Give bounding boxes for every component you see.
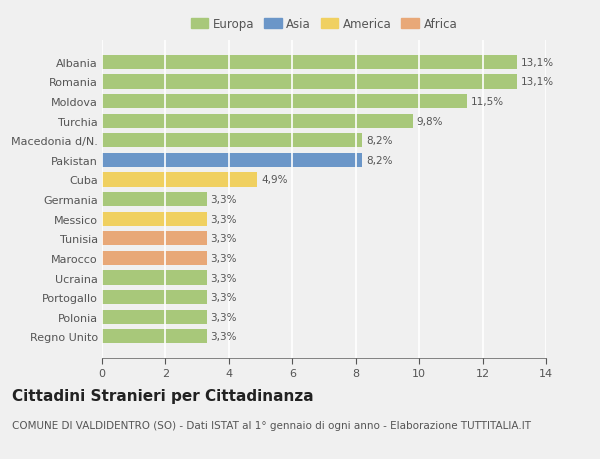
Text: 3,3%: 3,3% [211, 234, 237, 244]
Bar [102, 134, 362, 148]
Text: Cittadini Stranieri per Cittadinanza: Cittadini Stranieri per Cittadinanza [12, 388, 314, 403]
Bar [102, 271, 206, 285]
Bar [102, 114, 413, 129]
Text: 11,5%: 11,5% [470, 97, 503, 107]
Text: 13,1%: 13,1% [521, 58, 554, 68]
Text: 3,3%: 3,3% [211, 214, 237, 224]
Text: 3,3%: 3,3% [211, 331, 237, 341]
Bar [102, 153, 362, 168]
Bar [102, 212, 206, 226]
Text: 4,9%: 4,9% [261, 175, 288, 185]
Bar [102, 291, 206, 304]
Text: 3,3%: 3,3% [211, 292, 237, 302]
Text: 3,3%: 3,3% [211, 312, 237, 322]
Text: 9,8%: 9,8% [416, 117, 443, 126]
Text: 3,3%: 3,3% [211, 253, 237, 263]
Bar [102, 310, 206, 324]
Bar [102, 95, 467, 109]
Bar [102, 193, 206, 207]
Text: COMUNE DI VALDIDENTRO (SO) - Dati ISTAT al 1° gennaio di ogni anno - Elaborazion: COMUNE DI VALDIDENTRO (SO) - Dati ISTAT … [12, 420, 531, 430]
Legend: Europa, Asia, America, Africa: Europa, Asia, America, Africa [188, 16, 460, 33]
Text: 8,2%: 8,2% [366, 136, 392, 146]
Text: 3,3%: 3,3% [211, 273, 237, 283]
Bar [102, 330, 206, 344]
Text: 8,2%: 8,2% [366, 156, 392, 166]
Bar [102, 75, 517, 90]
Bar [102, 173, 257, 187]
Bar [102, 56, 517, 70]
Text: 13,1%: 13,1% [521, 77, 554, 87]
Bar [102, 252, 206, 265]
Bar [102, 232, 206, 246]
Text: 3,3%: 3,3% [211, 195, 237, 205]
